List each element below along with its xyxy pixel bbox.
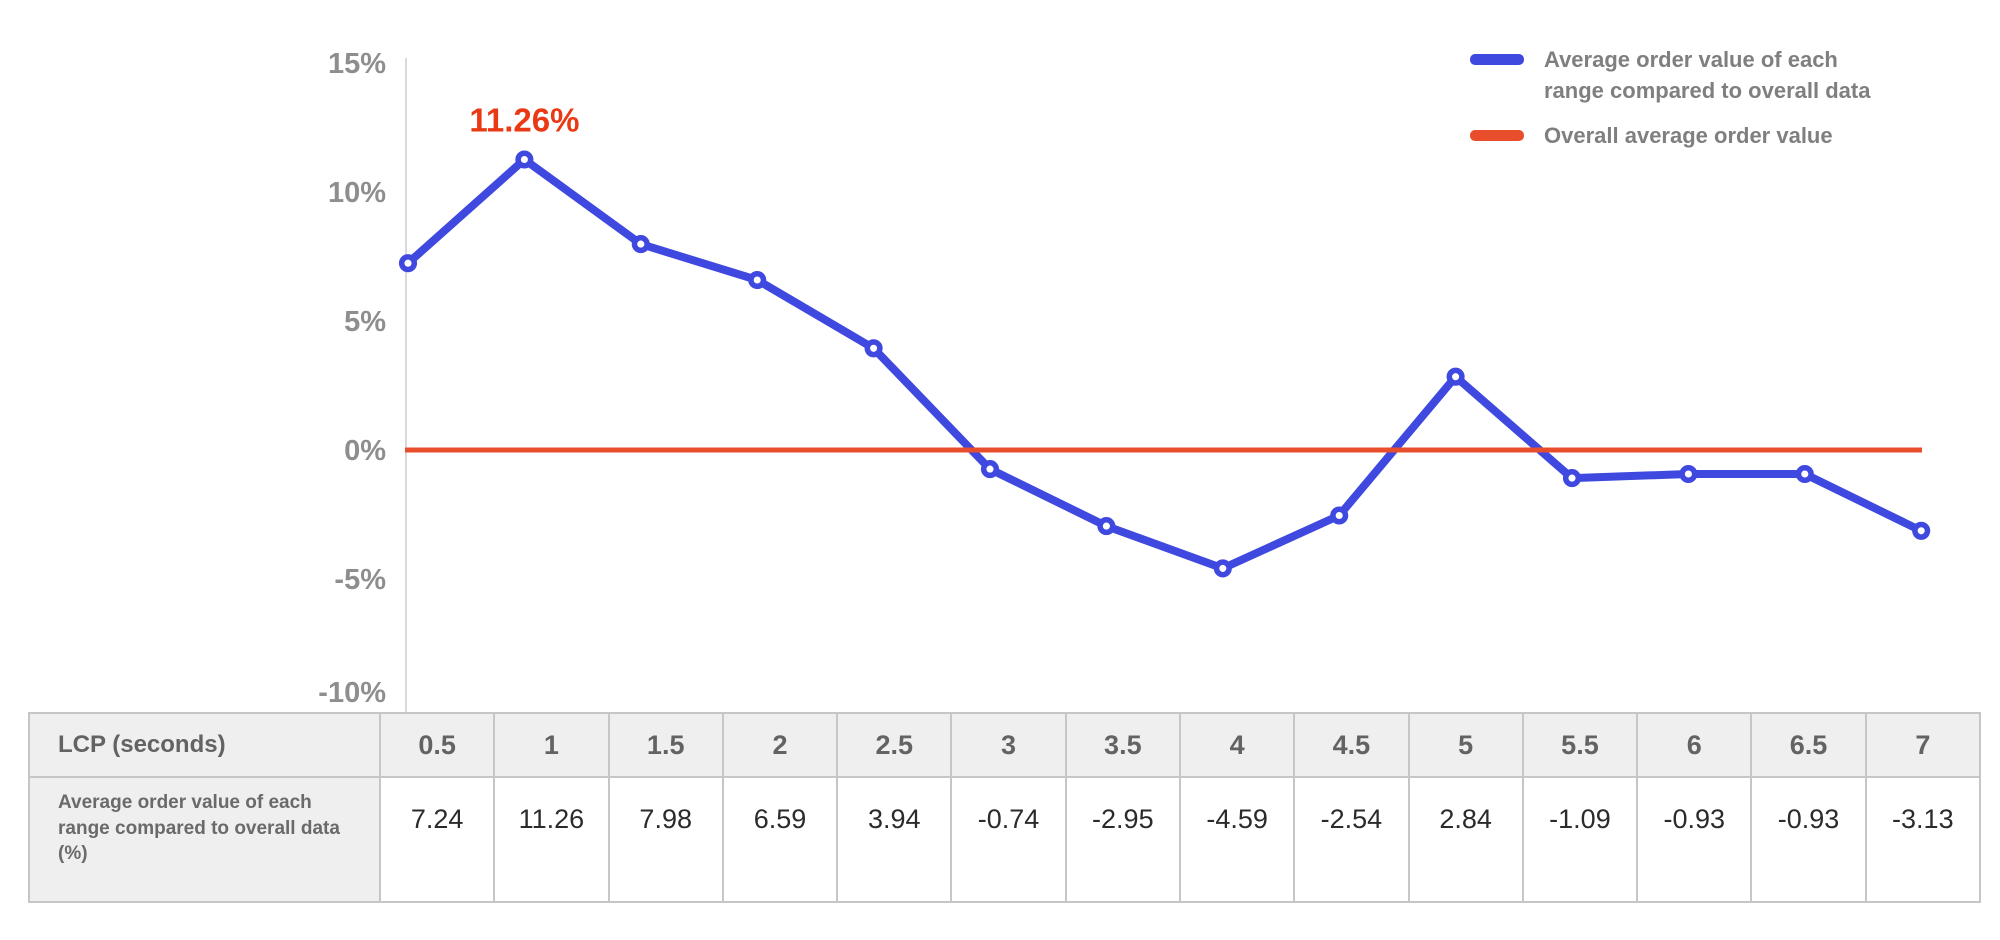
value-cell: -0.93 [1750,776,1867,903]
y-axis-tick-label: 15% [328,48,386,80]
value-cell: -3.13 [1864,776,1982,903]
chart-data-table: LCP (seconds) 0.5 1 1.5 2 2.5 3 3.5 4 4.5 5 5.5 6 6.… [28,712,1982,903]
lcp-column-header: 5 [1407,712,1524,778]
data-point-marker[interactable] [1097,517,1116,536]
value-cell: 7.98 [607,776,724,903]
lcp-column-header: 3.5 [1064,712,1181,778]
data-point-marker[interactable] [631,235,650,254]
legend-swatch-red [1470,130,1524,141]
value-cell: -1.09 [1521,776,1639,903]
data-point-marker[interactable] [515,150,534,169]
table-header-row: LCP (seconds) 0.5 1 1.5 2 2.5 3 3.5 4 4.5 5 5.5 6 6.… [28,712,1982,778]
lcp-column-header: 2.5 [836,712,953,778]
table-corner-header: LCP (seconds) [28,712,381,778]
data-point-marker[interactable] [1679,464,1698,484]
aov-series-line [404,155,1926,573]
data-point-marker[interactable] [1213,559,1232,578]
chart-legend: Average order value of each range compar… [1470,44,1950,151]
table-value-row: Average order value of each range compar… [28,776,1982,903]
y-axis-tick-label: -5% [334,564,386,596]
line-chart: 15% 10% 5% 0% -5% -10% 11.26% [318,48,1931,712]
data-point-marker[interactable] [1912,521,1931,540]
y-axis-tick-label: 10% [328,177,386,209]
data-point-marker[interactable] [1562,469,1582,488]
lcp-column-header: 6 [1636,712,1753,778]
lcp-column-header: 0.5 [378,712,496,778]
y-axis-tick-label: -10% [318,677,386,709]
value-cell: 6.59 [721,776,839,903]
data-point-marker[interactable] [1446,367,1465,386]
data-point-marker[interactable] [1330,506,1349,525]
y-axis-tick-label: 5% [344,306,386,338]
legend-item-overall-average[interactable]: Overall average order value [1470,120,1950,151]
value-cell: 3.94 [836,776,953,903]
legend-label: Overall average order value [1544,123,1833,148]
lcp-column-header: 4.5 [1293,712,1410,778]
lcp-column-header: 6.5 [1750,712,1867,778]
peak-value-annotation: 11.26% [469,102,579,139]
value-cell: 2.84 [1407,776,1524,903]
lcp-column-header: 5.5 [1521,712,1639,778]
value-cell: 11.26 [493,776,610,903]
lcp-column-header: 2 [721,712,839,778]
value-cell: 7.24 [378,776,496,903]
value-cell: -4.59 [1178,776,1296,903]
legend-label: Average order value of each range compar… [1544,47,1871,103]
lcp-column-header: 4 [1178,712,1296,778]
legend-item-aov-range[interactable]: Average order value of each range compar… [1470,44,1950,106]
y-axis-tick-label: 0% [344,435,386,467]
data-point-marker[interactable] [980,460,1000,479]
value-cell: -2.95 [1064,776,1181,903]
table-row-label: Average order value of each range compar… [28,776,381,903]
data-point-marker[interactable] [398,254,418,273]
lcp-column-header: 1 [493,712,610,778]
value-cell: -2.54 [1293,776,1410,903]
value-cell: -0.74 [950,776,1067,903]
lcp-column-header: 7 [1864,712,1982,778]
lcp-column-header: 1.5 [607,712,724,778]
value-cell: -0.93 [1636,776,1753,903]
data-point-marker[interactable] [748,270,767,290]
data-point-marker[interactable] [1795,464,1814,484]
lcp-column-header: 3 [950,712,1067,778]
data-point-marker[interactable] [864,339,883,358]
legend-swatch-blue [1470,54,1524,65]
